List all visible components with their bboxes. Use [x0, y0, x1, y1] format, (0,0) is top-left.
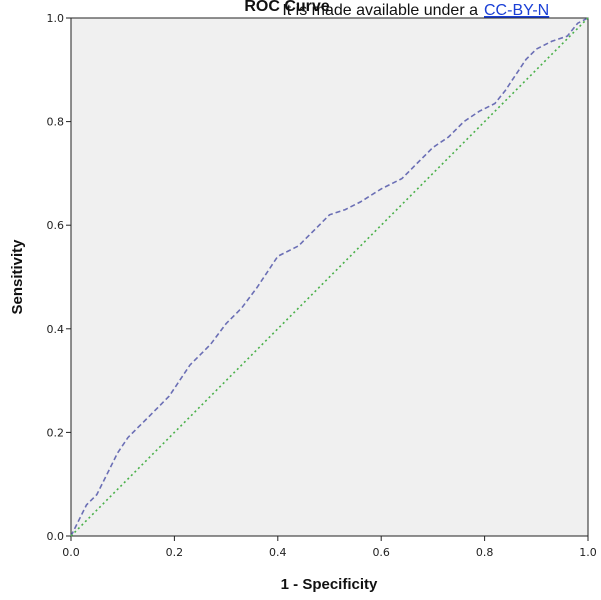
y-tick-label: 0.8: [47, 116, 65, 129]
x-axis-title: 1 - Specificity: [281, 576, 378, 593]
x-tick-label: 0.8: [476, 546, 494, 559]
y-tick-label: 0.0: [47, 530, 65, 543]
y-axis-title: Sensitivity: [9, 239, 26, 315]
license-link[interactable]: CC-BY-N: [484, 2, 549, 19]
x-tick-label: 0.4: [269, 546, 287, 559]
x-tick-label: 0.6: [372, 546, 390, 559]
notice-text: It is made available under a: [282, 2, 478, 19]
y-tick-label: 1.0: [47, 12, 65, 25]
x-tick-label: 1.0: [579, 546, 597, 559]
y-tick-label: 0.2: [47, 426, 65, 439]
x-tick-label: 0.2: [166, 546, 184, 559]
y-tick-label: 0.6: [47, 219, 65, 232]
y-tick-label: 0.4: [47, 323, 65, 336]
x-tick-label: 0.0: [62, 546, 80, 559]
